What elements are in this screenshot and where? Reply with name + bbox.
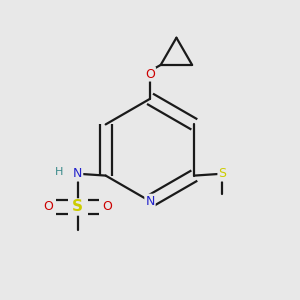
- Text: N: N: [73, 167, 82, 180]
- Text: O: O: [145, 68, 155, 80]
- Text: O: O: [102, 200, 112, 214]
- Text: S: S: [218, 167, 226, 180]
- Text: O: O: [43, 200, 53, 214]
- Text: S: S: [72, 200, 83, 214]
- Text: N: N: [145, 195, 155, 208]
- Text: H: H: [55, 167, 64, 177]
